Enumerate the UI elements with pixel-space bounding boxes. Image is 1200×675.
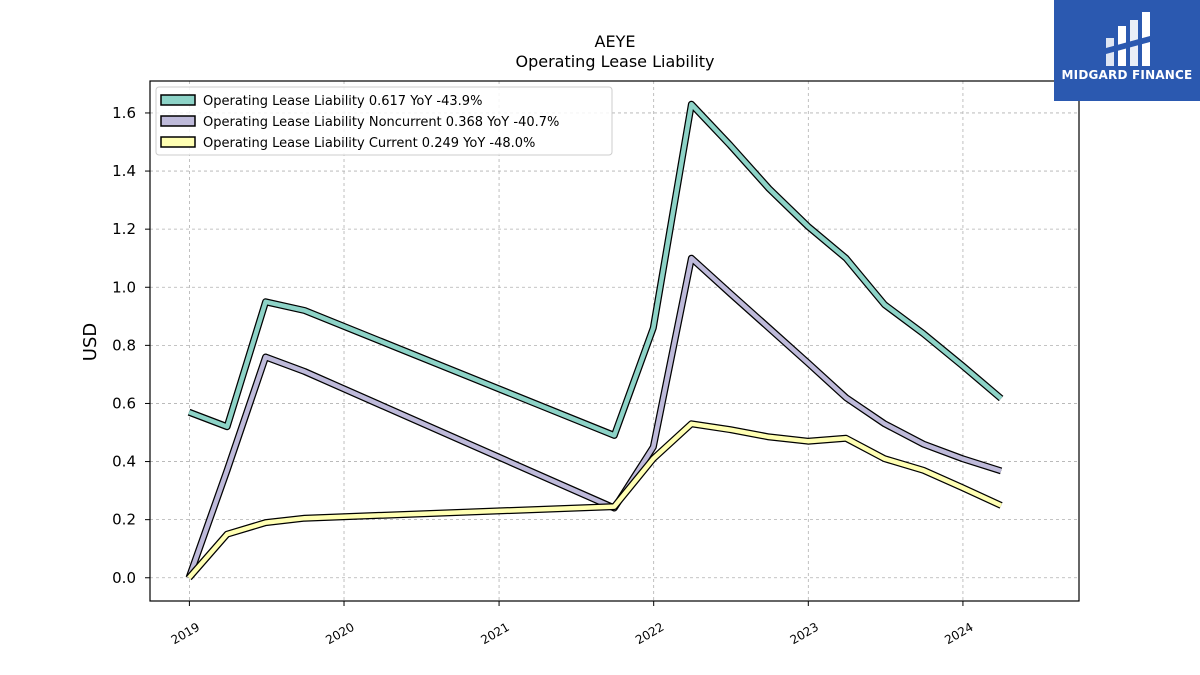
x-tick-label: 2023 (788, 620, 821, 647)
y-axis-label: USD (80, 323, 101, 361)
brand-logo: MIDGARD FINANCE (1054, 0, 1200, 101)
x-axis: 2019 2020 2021 2022 2023 2024 (169, 601, 976, 647)
x-tick-label: 2020 (323, 620, 356, 647)
x-tick-label: 2024 (942, 620, 975, 647)
x-tick-label: 2022 (633, 620, 666, 647)
y-tick-label: 0.6 (112, 394, 136, 412)
y-tick-label: 1.4 (112, 162, 136, 180)
series-line-1 (188, 101, 1003, 438)
plot-frame (149, 80, 1080, 602)
y-tick-label: 1.0 (112, 278, 136, 296)
legend-box (155, 86, 613, 156)
x-tick-label: 2021 (478, 620, 511, 647)
y-tick-label: 0.0 (112, 569, 136, 587)
x-tick-label: 2019 (169, 620, 202, 647)
legend-entry: Operating Lease Liability 0.617 YoY -43.… (203, 94, 482, 109)
y-tick-label: 0.2 (112, 511, 136, 529)
y-axis: 0.0 0.2 0.4 0.6 0.8 1.0 1.2 1.4 1.6 (112, 104, 150, 587)
series-line-2 (186, 255, 1002, 579)
legend-swatch (160, 115, 196, 127)
legend-swatch (160, 94, 196, 106)
brand-mark-icon (1106, 12, 1150, 66)
chart-title: AEYE (595, 32, 636, 51)
legend-entry: Operating Lease Liability Noncurrent 0.3… (203, 115, 559, 130)
legend-entry: Operating Lease Liability Current 0.249 … (203, 136, 535, 151)
y-tick-label: 0.4 (112, 453, 136, 471)
series-layer (185, 100, 1004, 581)
grid (150, 81, 1079, 601)
brand-name: MIDGARD FINANCE (1061, 68, 1193, 82)
legend-swatch (160, 136, 196, 148)
y-tick-label: 1.6 (112, 104, 136, 122)
series-line-3 (187, 421, 1003, 580)
y-tick-label: 0.8 (112, 336, 136, 354)
legend: Operating Lease Liability 0.617 YoY -43.… (155, 86, 613, 156)
y-tick-label: 1.2 (112, 220, 136, 238)
chart-subtitle: Operating Lease Liability (515, 52, 714, 71)
